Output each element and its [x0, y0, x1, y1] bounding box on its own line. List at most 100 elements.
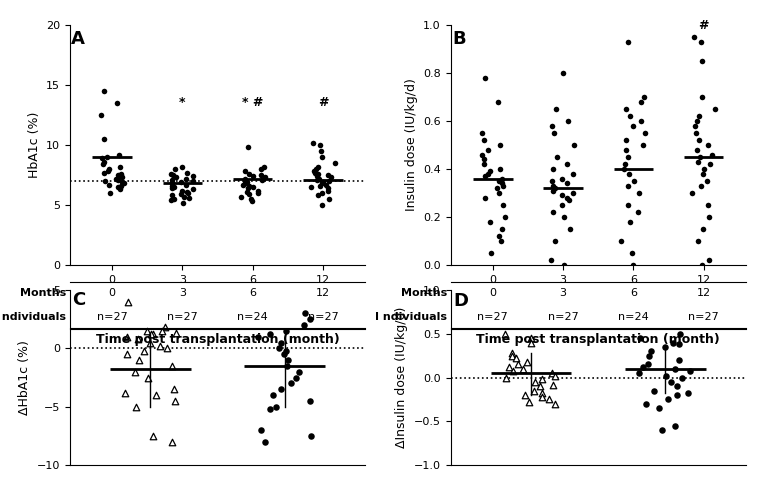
Text: I ndividuals: I ndividuals [0, 312, 66, 322]
Text: 3: 3 [179, 288, 186, 298]
Point [170, 329, 183, 337]
Point [166, 182, 178, 190]
Point [95, 111, 107, 119]
Point [556, 174, 568, 182]
Point [558, 261, 570, 269]
Point [166, 438, 179, 446]
Point [510, 354, 522, 362]
Text: B: B [452, 30, 465, 48]
Point [656, 426, 668, 434]
Point [112, 171, 124, 179]
Point [478, 160, 490, 168]
Point [170, 174, 183, 182]
Point [104, 189, 117, 197]
Point [619, 105, 632, 113]
Point [546, 177, 559, 185]
Point [312, 162, 325, 170]
Point [242, 182, 255, 190]
Point [310, 172, 322, 180]
Point [493, 189, 505, 197]
Point [496, 180, 508, 188]
Point [166, 192, 178, 200]
Point [305, 432, 317, 440]
Point [133, 356, 145, 364]
Point [267, 391, 280, 399]
Point [547, 186, 559, 194]
Point [239, 174, 252, 182]
Text: 0: 0 [109, 288, 116, 298]
Point [315, 153, 328, 161]
Text: Months: Months [19, 288, 66, 298]
Point [259, 174, 271, 182]
Point [697, 225, 709, 233]
Point [561, 117, 573, 125]
Point [115, 172, 127, 180]
Point [235, 192, 247, 200]
Point [483, 218, 496, 226]
Point [535, 393, 548, 401]
Point [493, 177, 505, 185]
Point [304, 397, 316, 405]
Point [246, 198, 259, 205]
Point [280, 346, 292, 354]
Point [695, 38, 707, 46]
Point [632, 189, 645, 197]
Point [277, 350, 290, 358]
Text: n=27: n=27 [167, 312, 198, 322]
Point [661, 396, 674, 404]
Point [689, 122, 702, 130]
Point [684, 366, 696, 374]
Point [693, 112, 706, 120]
Point [709, 105, 722, 113]
Point [485, 249, 497, 257]
Point [549, 184, 561, 192]
Point [665, 378, 678, 386]
Y-axis label: HbA1c (%): HbA1c (%) [27, 112, 40, 178]
Point [103, 165, 115, 173]
Point [632, 208, 645, 216]
Point [180, 188, 193, 196]
Point [628, 177, 640, 185]
Point [688, 33, 700, 41]
Point [528, 386, 540, 394]
Point [549, 237, 562, 245]
Point [111, 99, 124, 107]
Point [623, 170, 636, 178]
Point [497, 182, 509, 190]
Y-axis label: ΔHbA1c (%): ΔHbA1c (%) [19, 340, 31, 415]
Point [497, 201, 509, 209]
Point [141, 374, 154, 382]
Point [624, 112, 636, 120]
Point [643, 352, 656, 360]
Point [96, 154, 108, 162]
Point [255, 426, 267, 434]
Point [524, 338, 537, 346]
Text: n=24: n=24 [618, 312, 649, 322]
Point [317, 178, 329, 186]
Point [115, 170, 127, 178]
Text: Time post transplantation (month): Time post transplantation (month) [96, 332, 340, 345]
Point [316, 189, 329, 197]
Text: #: # [318, 96, 328, 109]
Point [644, 347, 657, 355]
Point [132, 335, 145, 343]
Point [567, 170, 580, 178]
Point [256, 176, 268, 184]
Point [525, 334, 538, 342]
Text: 12: 12 [697, 288, 711, 298]
Point [517, 365, 529, 373]
Point [247, 183, 260, 191]
Point [312, 192, 324, 200]
Point [534, 382, 546, 390]
Point [274, 344, 286, 352]
Point [633, 334, 646, 342]
Point [180, 168, 193, 176]
Point [150, 391, 162, 399]
Point [632, 369, 645, 377]
Point [503, 363, 515, 371]
Point [180, 180, 193, 188]
Text: I ndividuals: I ndividuals [375, 312, 447, 322]
Point [545, 369, 558, 377]
Point [659, 343, 671, 351]
Text: n=27: n=27 [96, 312, 127, 322]
